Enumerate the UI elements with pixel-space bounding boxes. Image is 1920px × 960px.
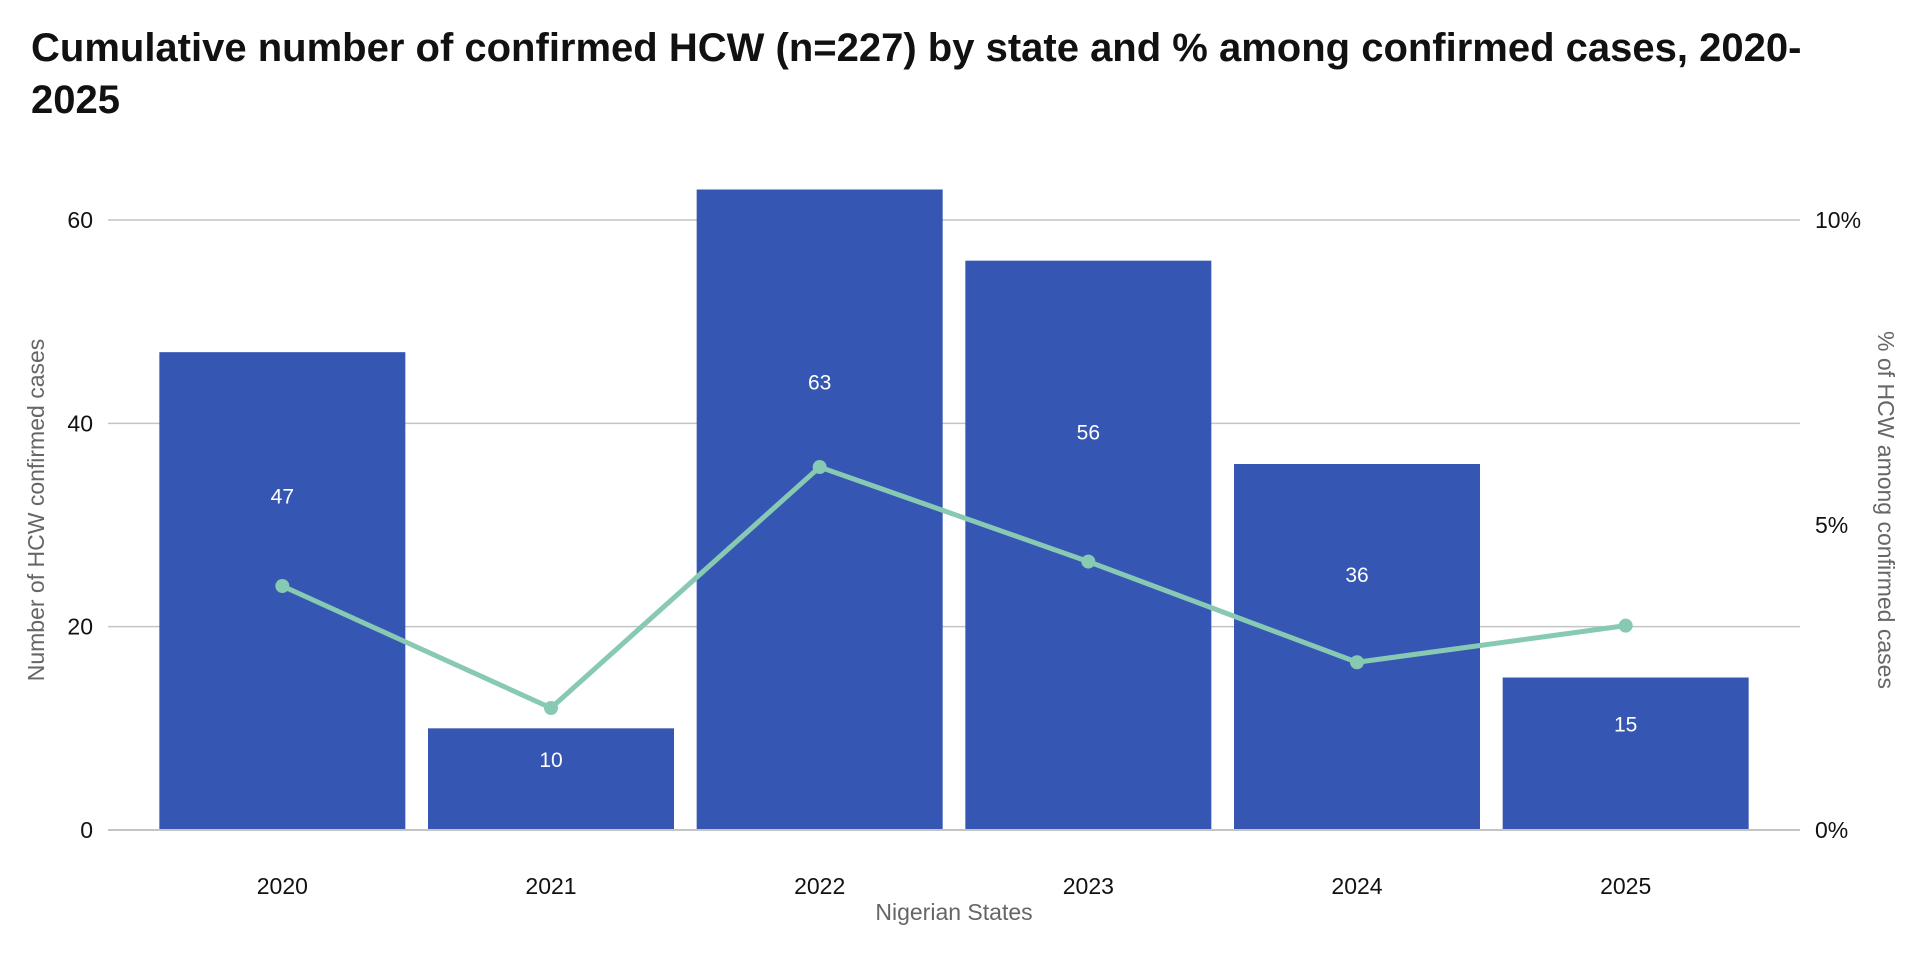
y2-tick-label: 0% xyxy=(1815,817,1848,843)
bar-value-label: 36 xyxy=(1345,564,1368,587)
x-tick-label: 2022 xyxy=(794,873,845,899)
x-tick-label: 2025 xyxy=(1600,873,1651,899)
pct-point-2025 xyxy=(1618,618,1633,633)
x-tick-label: 2023 xyxy=(1063,873,1114,899)
x-tick-label: 2024 xyxy=(1331,873,1382,899)
bar-data-labels: 47 10 63 56 36 15 xyxy=(271,372,1638,772)
y-axis-title: Number of HCW confirmed cases xyxy=(23,339,49,682)
bar-value-label: 15 xyxy=(1614,713,1637,736)
x-tick-label: 2021 xyxy=(525,873,576,899)
bar-2021 xyxy=(428,728,674,830)
bar-2025 xyxy=(1502,677,1749,830)
x-axis-title: Nigerian States xyxy=(875,899,1032,925)
bar-value-label: 56 xyxy=(1077,421,1100,444)
pct-point-2022 xyxy=(812,460,827,475)
x-tick-label: 2020 xyxy=(257,873,308,899)
pct-point-2024 xyxy=(1350,655,1364,670)
bar-series xyxy=(159,189,1749,831)
bar-2022 xyxy=(696,189,943,830)
line-series xyxy=(275,460,1633,715)
pct-point-2023 xyxy=(1081,554,1096,569)
y-tick-label: 20 xyxy=(67,614,93,640)
bar-2024 xyxy=(1234,464,1480,830)
pct-point-2021 xyxy=(544,701,558,715)
pct-point-2020 xyxy=(275,579,290,593)
pct-line xyxy=(279,464,1629,711)
y2-tick-label: 10% xyxy=(1815,207,1861,233)
y-tick-label: 0 xyxy=(80,817,93,843)
bar-value-label: 47 xyxy=(271,486,294,509)
chart-title: Cumulative number of confirmed HCW (n=22… xyxy=(31,26,1802,122)
bar-value-label: 10 xyxy=(539,749,562,772)
y2-axis-title: % of HCW among confirmed cases xyxy=(1873,331,1899,689)
y-tick-label: 40 xyxy=(67,410,93,436)
y2-tick-label: 5% xyxy=(1815,512,1848,538)
axes: 0 20 40 60 0% 5% 10% 2020 2021 2022 2023 2024 2025 xyxy=(67,207,1861,899)
y-tick-label: 60 xyxy=(67,207,93,233)
bar-2023 xyxy=(965,260,1212,831)
bar-value-label: 63 xyxy=(808,372,831,395)
